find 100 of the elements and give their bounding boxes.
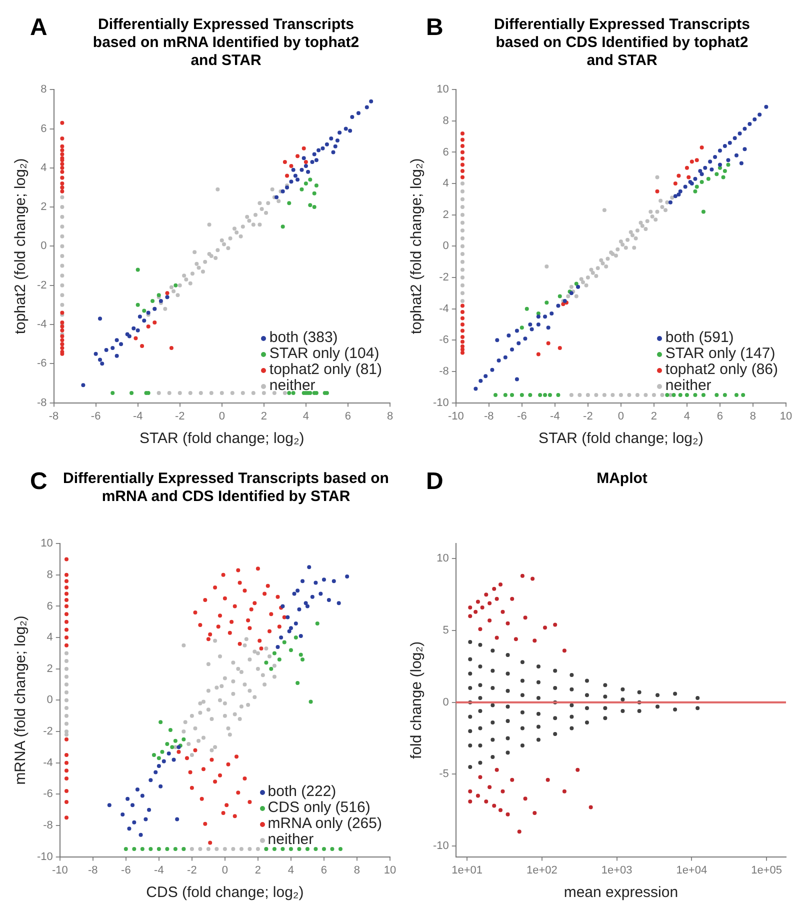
y-tick-label: -5 xyxy=(439,768,449,780)
text: B xyxy=(426,14,444,42)
point xyxy=(107,803,112,808)
point xyxy=(142,308,146,313)
point xyxy=(158,720,163,724)
y-tick-label: 4 xyxy=(46,632,53,644)
point xyxy=(536,352,540,356)
point xyxy=(304,601,308,606)
point xyxy=(324,142,329,146)
x-tick-label: -4 xyxy=(550,410,560,422)
x-tick-label: -6 xyxy=(121,864,131,876)
y-tick-label: -2 xyxy=(37,279,47,292)
point xyxy=(693,176,698,181)
point xyxy=(350,115,354,120)
point xyxy=(460,144,464,148)
point xyxy=(558,294,562,298)
x-tick-label: 1e+04 xyxy=(676,864,708,876)
point xyxy=(734,153,738,158)
point xyxy=(60,144,64,148)
point xyxy=(338,130,342,135)
y-tick-label: 4 xyxy=(442,178,449,190)
legend-label: neither xyxy=(268,831,314,848)
point xyxy=(558,346,562,350)
point xyxy=(514,328,519,333)
point xyxy=(348,128,352,133)
point xyxy=(543,314,548,319)
point xyxy=(460,316,464,320)
point xyxy=(287,629,292,634)
point xyxy=(706,176,710,181)
point xyxy=(165,846,170,851)
point xyxy=(274,195,279,200)
point xyxy=(136,328,140,332)
point xyxy=(718,148,722,153)
point xyxy=(318,592,323,596)
point xyxy=(546,341,550,346)
point xyxy=(272,846,276,851)
point xyxy=(714,392,719,397)
point xyxy=(668,200,672,204)
y-tick-label: 6 xyxy=(442,146,449,158)
point xyxy=(136,268,140,272)
point xyxy=(336,601,341,606)
point xyxy=(142,318,146,323)
point xyxy=(174,283,178,288)
y-tick-label: -6 xyxy=(439,334,449,346)
point xyxy=(683,184,688,189)
point xyxy=(144,817,148,822)
x-tick-label: 6 xyxy=(716,410,724,422)
x-tick-label: 10 xyxy=(384,864,396,876)
point xyxy=(673,194,678,198)
point xyxy=(678,189,682,194)
point xyxy=(306,170,310,174)
x-axis-title: STAR (fold change; log₂) xyxy=(139,430,304,448)
y-tick-label: -8 xyxy=(439,366,449,378)
point xyxy=(543,392,548,397)
point xyxy=(523,336,528,341)
y-tick-label: 8 xyxy=(40,84,47,96)
point xyxy=(114,354,119,358)
point xyxy=(272,651,276,656)
point xyxy=(60,328,64,332)
point xyxy=(120,812,125,817)
point xyxy=(561,302,566,306)
point xyxy=(152,753,156,758)
point xyxy=(710,167,714,172)
point xyxy=(292,592,296,596)
point xyxy=(528,392,532,397)
point xyxy=(140,794,144,798)
point xyxy=(308,178,312,182)
point xyxy=(315,621,320,626)
legend-label: both (383) xyxy=(269,329,338,346)
point xyxy=(296,178,300,182)
point xyxy=(160,750,164,754)
y-tick-label: 0 xyxy=(442,696,449,708)
point xyxy=(690,160,694,164)
point xyxy=(460,310,464,314)
point xyxy=(158,784,163,788)
point xyxy=(686,175,691,180)
y-tick-label: -8 xyxy=(37,396,47,409)
x-tick-label: -6 xyxy=(517,410,527,422)
point xyxy=(721,175,726,180)
x-tick-label: 8 xyxy=(750,410,756,422)
point xyxy=(701,210,706,214)
point xyxy=(329,136,334,141)
point xyxy=(130,391,134,396)
point xyxy=(81,383,86,388)
point xyxy=(269,666,274,671)
point xyxy=(312,205,316,210)
point xyxy=(286,615,290,620)
y-tick-label: 10 xyxy=(436,552,449,565)
y-tick-label: -2 xyxy=(439,272,449,284)
point xyxy=(698,169,702,174)
x-tick-label: -8 xyxy=(88,864,98,876)
point xyxy=(148,778,153,782)
y-axis-title: tophat2 (fold change; log₂) xyxy=(12,158,30,334)
point xyxy=(162,759,166,764)
y-tick-label: -4 xyxy=(439,302,449,315)
point xyxy=(310,594,314,599)
point xyxy=(296,154,300,158)
x-tick-label: 1e+05 xyxy=(751,864,782,876)
point xyxy=(550,312,554,316)
point xyxy=(732,136,737,140)
